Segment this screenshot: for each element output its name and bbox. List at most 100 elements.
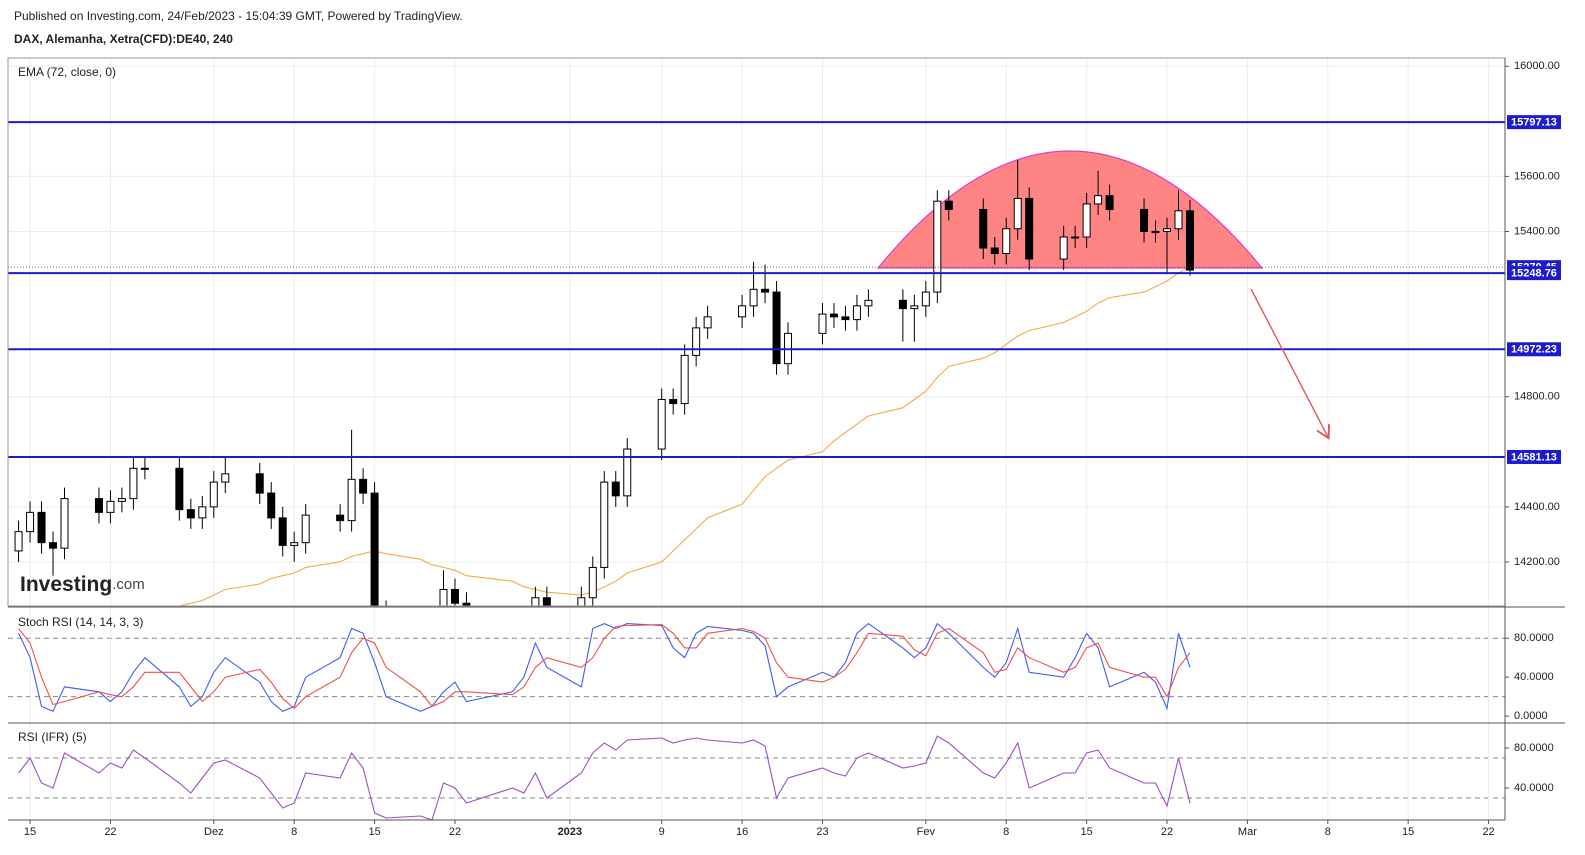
candle-body [1082, 203, 1091, 238]
candle-body [106, 500, 115, 513]
candle-body [990, 247, 999, 255]
y-tick-label: 14200.00 [1514, 556, 1560, 568]
candle-body [1163, 228, 1172, 232]
candle-body [944, 200, 953, 210]
indicator-label: RSI (IFR) (5) [18, 730, 87, 744]
candle-body [1059, 236, 1068, 260]
y-tick-label: 15400.00 [1514, 225, 1560, 237]
y-tick-label: 40.0000 [1514, 671, 1554, 683]
level-label: 14972.23 [1511, 344, 1557, 356]
header-published: Published on Investing.com, 24/Feb/2023 … [14, 9, 463, 23]
y-tick-label: 14400.00 [1514, 501, 1560, 513]
candle-body [301, 514, 310, 544]
y-tick-label: 14800.00 [1514, 391, 1560, 403]
y-tick-label: 15600.00 [1514, 170, 1560, 182]
candle-body [278, 517, 287, 546]
candle-body [852, 305, 861, 321]
candle-body [336, 514, 345, 522]
candle-body [267, 492, 276, 519]
candle-body [450, 588, 459, 604]
candle-body [738, 305, 747, 318]
level-label: 15797.13 [1511, 117, 1557, 129]
x-tick-label: 16 [736, 826, 748, 838]
candle-body [60, 498, 69, 549]
y-tick-label: 80.0000 [1514, 742, 1554, 754]
candle-body [703, 316, 712, 329]
level-label-box [1507, 342, 1561, 357]
candle-body [1025, 197, 1034, 260]
y-tick-label: 0.0000 [1514, 710, 1548, 722]
candle-body [577, 597, 586, 606]
y-tick-label: 80.0000 [1514, 632, 1554, 644]
candle-body [910, 305, 919, 310]
candle-body [37, 511, 46, 544]
indicator-label: EMA (72, close, 0) [18, 65, 116, 79]
candle-body [531, 597, 540, 606]
candle-body [129, 467, 138, 500]
candle-body [221, 473, 230, 483]
candle-body [14, 531, 23, 552]
candle-body [864, 299, 873, 307]
candle-body [1002, 228, 1011, 255]
x-tick-label: 22 [104, 826, 116, 838]
candle-body [140, 467, 149, 470]
candle-body [818, 313, 827, 334]
candle-body [347, 478, 356, 522]
candle-body [588, 566, 597, 599]
ema-line [172, 266, 1191, 606]
candle-body [209, 481, 218, 508]
candle-body [198, 506, 207, 519]
level-label-box [1507, 266, 1561, 281]
frame [7, 57, 1565, 821]
candle-body [1105, 195, 1114, 210]
indicator-line [18, 735, 1191, 820]
x-tick-label: 15 [24, 826, 36, 838]
candle-body [669, 398, 678, 405]
logo: Investing.com [20, 573, 145, 596]
level-label: 14581.13 [1511, 451, 1557, 463]
candle-body [692, 327, 701, 356]
candle-body [623, 448, 632, 497]
x-tick-label: 22 [449, 826, 461, 838]
candle-body [255, 473, 264, 494]
candle-body [1094, 195, 1103, 205]
candle-body [611, 481, 620, 497]
candle-body [680, 354, 689, 405]
x-tick-label: 8 [291, 826, 297, 838]
candle-body [1174, 210, 1183, 230]
candle-body [1140, 208, 1149, 232]
header-symbol: DAX, Alemanha, Xetra(CFD):DE40, 240 [14, 32, 233, 46]
candle-body [94, 498, 103, 513]
logo-name: Investing [20, 573, 112, 596]
indicator-label: Stoch RSI (14, 14, 3, 3) [18, 615, 143, 629]
x-tick-label: 15 [1080, 826, 1092, 838]
x-tick-label: 22 [1482, 826, 1494, 838]
level-label-box [1507, 449, 1561, 464]
y-tick-label: 16000.00 [1514, 60, 1560, 72]
candle-body [439, 588, 448, 606]
candle-body [1151, 230, 1160, 233]
candle-body [290, 542, 299, 546]
candle-body [898, 299, 907, 310]
x-tick-label: 15 [1402, 826, 1414, 838]
candle-body [370, 492, 379, 606]
plot-area [8, 121, 1505, 820]
x-tick-label: Fev [917, 826, 936, 838]
down-arrow [1250, 288, 1328, 437]
x-tick-label: 2023 [558, 826, 582, 838]
candle-body [359, 478, 368, 494]
level-label-box [1507, 115, 1561, 130]
candle-body [841, 316, 850, 321]
x-tick-label: 8 [1003, 826, 1009, 838]
candle-body [186, 509, 195, 519]
x-tick-label: Dez [204, 826, 224, 838]
candle-body [175, 467, 184, 511]
candle-body [921, 291, 930, 307]
candle-body [749, 288, 758, 307]
candle-body [600, 481, 609, 568]
candle-body [1013, 197, 1022, 230]
x-tick-label: 23 [816, 826, 828, 838]
candle-body [829, 313, 838, 318]
